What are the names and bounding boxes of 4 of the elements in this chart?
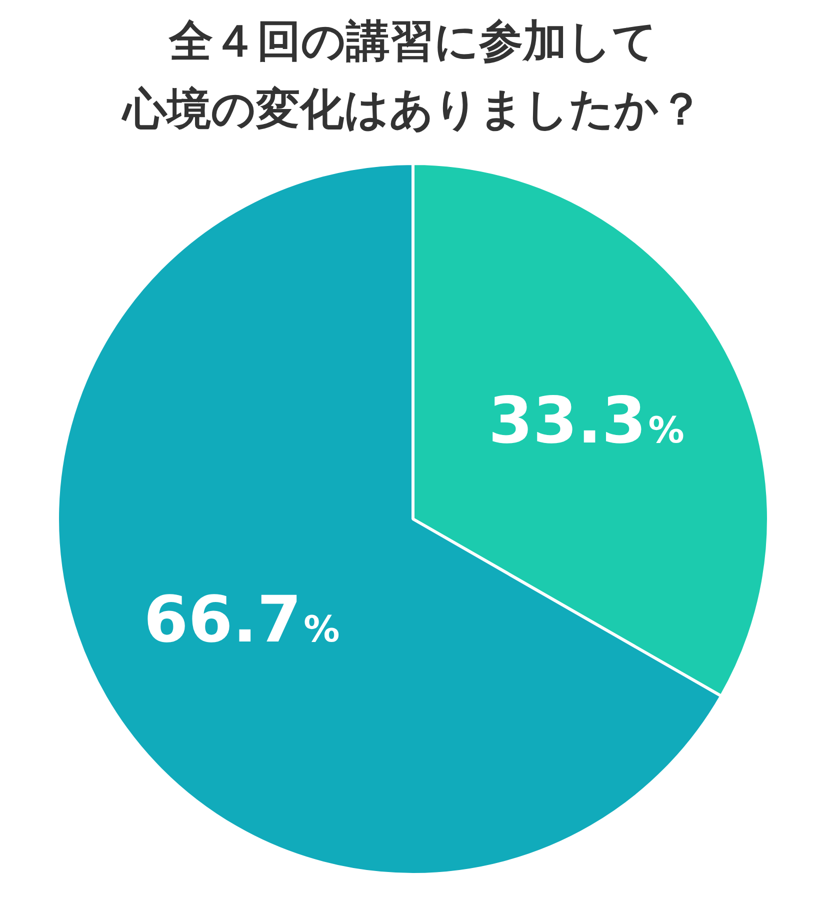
data-label: 66.7% xyxy=(144,584,340,658)
chart-title: 全４回の講習に参加して xyxy=(168,15,658,69)
data-label: 33.3% xyxy=(488,384,684,458)
chart-subtitle: 心境の変化はありましたか？ xyxy=(120,83,704,137)
